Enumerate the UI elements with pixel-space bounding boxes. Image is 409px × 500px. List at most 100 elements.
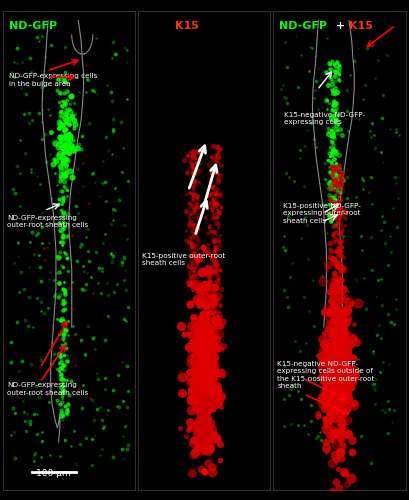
Point — [292, 336, 299, 344]
Point — [204, 192, 211, 200]
Point — [209, 336, 216, 344]
Point — [343, 364, 349, 372]
Point — [200, 332, 207, 340]
Point — [209, 427, 216, 435]
Point — [207, 354, 213, 362]
Point — [337, 435, 344, 443]
Point — [329, 350, 336, 358]
Point — [332, 100, 339, 108]
Point — [11, 410, 18, 418]
Point — [330, 206, 336, 214]
Point — [217, 266, 224, 274]
Point — [63, 376, 70, 384]
Point — [93, 34, 99, 42]
Point — [16, 367, 23, 375]
Point — [216, 456, 223, 464]
Point — [333, 328, 339, 336]
Point — [207, 392, 213, 400]
Point — [339, 448, 345, 456]
Point — [335, 75, 342, 83]
Point — [340, 377, 347, 385]
Point — [338, 184, 345, 192]
Point — [316, 64, 323, 72]
Point — [349, 354, 356, 362]
Point — [335, 362, 342, 370]
Point — [58, 156, 65, 164]
Point — [55, 254, 61, 262]
Point — [360, 176, 367, 184]
Point — [329, 460, 335, 468]
Point — [209, 374, 216, 382]
Point — [125, 304, 131, 312]
Point — [333, 159, 339, 167]
Point — [198, 440, 204, 448]
Point — [382, 239, 388, 247]
Point — [338, 250, 344, 258]
Point — [331, 324, 337, 332]
Point — [56, 172, 63, 180]
Point — [334, 226, 341, 234]
Point — [207, 342, 213, 350]
Point — [198, 394, 204, 402]
Point — [78, 336, 84, 344]
Point — [335, 199, 341, 207]
Point — [333, 386, 339, 394]
Point — [330, 369, 336, 377]
Point — [392, 295, 399, 303]
Point — [58, 372, 64, 380]
Point — [60, 170, 66, 178]
Point — [340, 321, 346, 329]
Point — [324, 96, 330, 104]
Point — [376, 322, 382, 330]
Point — [196, 426, 202, 434]
Point — [333, 176, 340, 184]
Point — [209, 253, 216, 261]
Point — [56, 118, 62, 126]
Point — [209, 204, 216, 212]
Point — [337, 320, 344, 328]
Point — [198, 344, 204, 352]
Point — [201, 393, 207, 401]
Point — [213, 390, 220, 398]
Point — [326, 348, 332, 356]
Point — [39, 223, 46, 231]
Point — [8, 431, 14, 439]
Point — [42, 157, 49, 165]
Point — [391, 406, 397, 414]
Point — [39, 208, 45, 216]
Point — [20, 408, 27, 416]
Point — [59, 225, 66, 233]
Point — [329, 168, 335, 176]
Point — [58, 108, 65, 116]
Point — [207, 350, 213, 358]
Point — [72, 330, 79, 338]
Point — [215, 174, 221, 182]
Point — [318, 346, 325, 354]
Point — [345, 307, 352, 315]
Point — [203, 410, 209, 418]
Point — [205, 344, 212, 351]
Point — [194, 438, 201, 446]
Point — [333, 257, 339, 265]
Point — [396, 130, 402, 138]
Point — [122, 44, 128, 52]
Point — [194, 195, 200, 203]
Point — [334, 126, 341, 134]
Point — [76, 243, 83, 251]
Point — [62, 376, 68, 384]
Point — [195, 336, 201, 344]
Point — [189, 240, 196, 248]
Point — [334, 285, 341, 293]
Point — [340, 186, 346, 194]
Point — [344, 416, 350, 424]
Point — [202, 438, 209, 446]
Point — [69, 114, 75, 122]
Point — [59, 386, 66, 394]
Point — [212, 262, 219, 270]
Point — [41, 76, 48, 84]
Point — [212, 200, 219, 208]
Point — [209, 183, 216, 191]
Point — [377, 368, 383, 376]
Point — [201, 325, 207, 333]
Point — [190, 168, 196, 176]
